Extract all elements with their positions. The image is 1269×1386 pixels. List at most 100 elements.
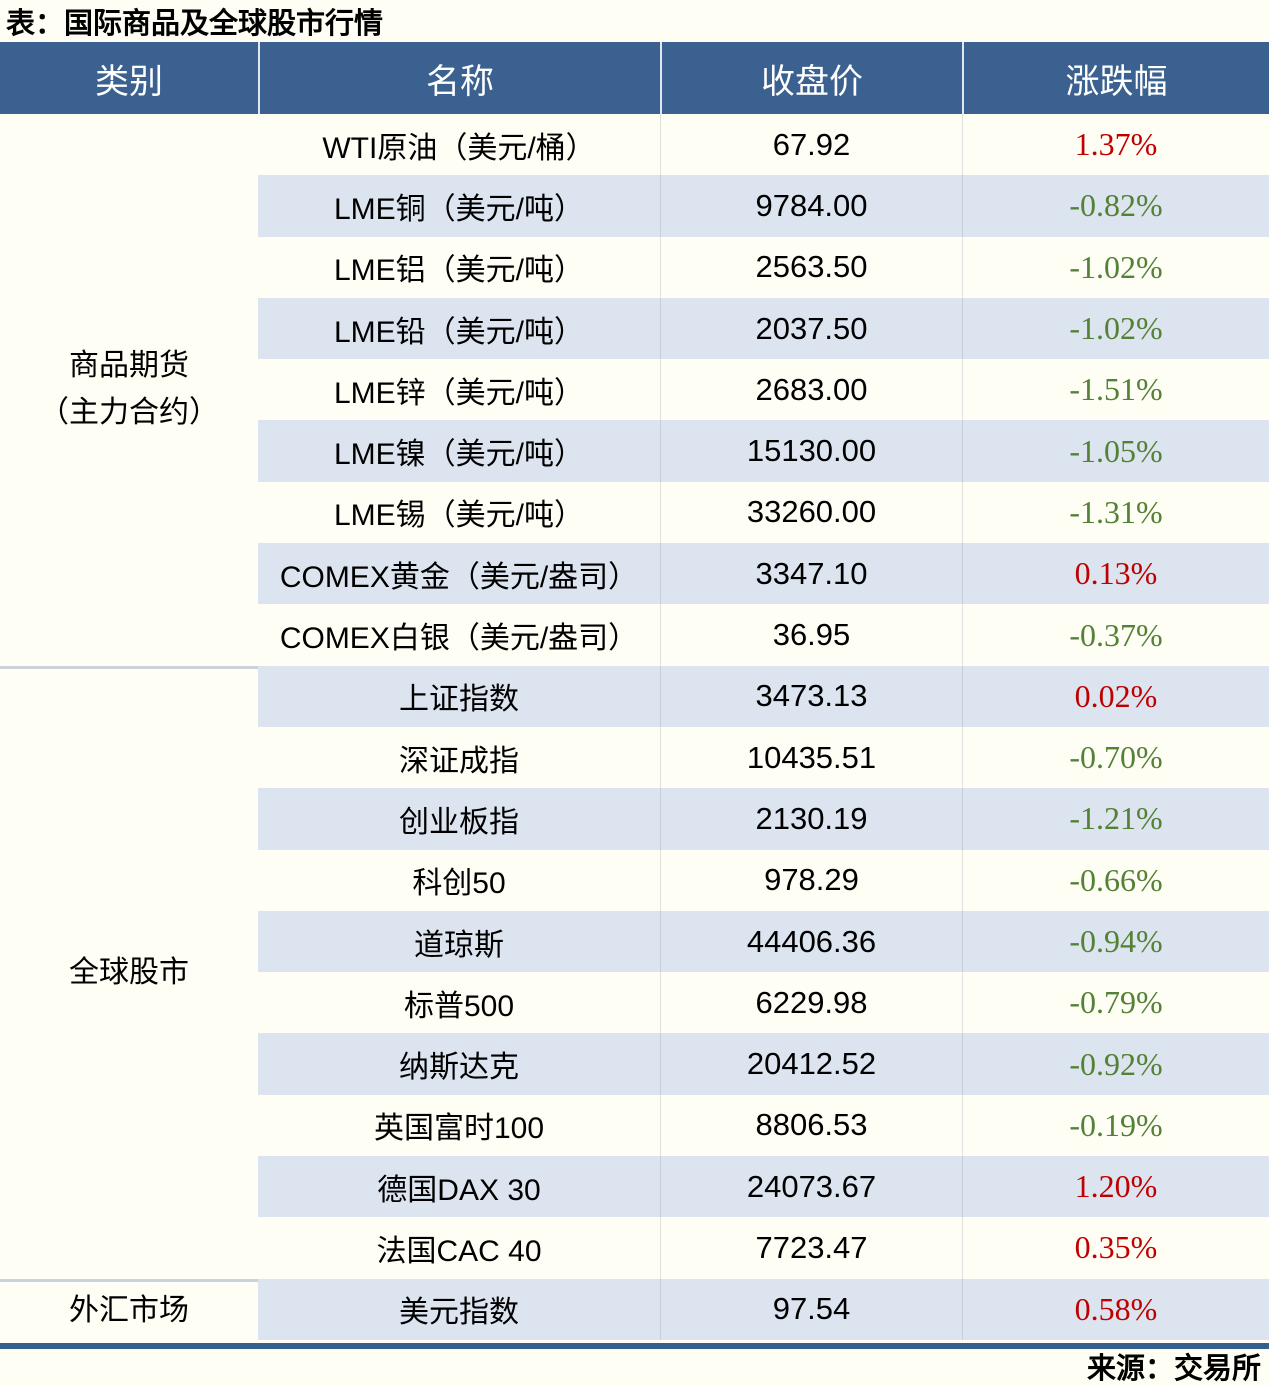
section-0: 商品期货 （主力合约） WTI原油（美元/桶） 67.92 1.37% LME铜（美元/吨… xyxy=(0,114,1269,666)
name-cell: 纳斯达克 xyxy=(399,1051,519,1085)
name-cell: 法国CAC 40 xyxy=(376,1234,542,1268)
name-cell: 道琼斯 xyxy=(414,928,504,962)
table-row: LME铜（美元/吨） 9784.00 -0.82% xyxy=(258,175,1269,237)
close-cell: 67.92 xyxy=(660,114,962,176)
table-row: 法国CAC 40 7723.47 0.35% xyxy=(258,1217,1269,1279)
name-cell: WTI原油（美元/桶） xyxy=(322,131,596,165)
close-cell: 20412.52 xyxy=(660,1033,962,1095)
table-body: 商品期货 （主力合约） WTI原油（美元/桶） 67.92 1.37% LME铜（美元/吨… xyxy=(0,114,1269,1340)
section-2: 外汇市场 美元指数 97.54 0.58% xyxy=(0,1278,1269,1340)
header-cell-1: 名称 xyxy=(258,42,660,114)
table-row: 上证指数 3473.13 0.02% xyxy=(258,665,1269,727)
change-cell: -0.37% xyxy=(962,604,1269,666)
section-rows: 上证指数 3473.13 0.02% 深证成指 10435.51 -0.70% 创业板指 21… xyxy=(258,665,1269,1279)
change-cell: -1.31% xyxy=(962,481,1269,544)
name-cell: COMEX白银（美元/盎司） xyxy=(279,622,639,656)
name-cell: LME铅（美元/吨） xyxy=(333,315,585,349)
table-row: 纳斯达克 20412.52 -0.92% xyxy=(258,1033,1269,1095)
change-cell: 0.58% xyxy=(962,1278,1269,1340)
header-cell-2: 收盘价 xyxy=(660,42,962,114)
name-cell: LME锡（美元/吨） xyxy=(333,499,585,533)
close-cell: 44406.36 xyxy=(660,910,962,973)
table-row: 标普500 6229.98 -0.79% xyxy=(258,972,1269,1034)
name-cell: 创业板指 xyxy=(399,805,519,839)
name-cell: 深证成指 xyxy=(399,744,519,778)
table-row: LME铅（美元/吨） 2037.50 -1.02% xyxy=(258,297,1269,360)
close-cell: 33260.00 xyxy=(660,481,962,544)
name-cell: LME铝（美元/吨） xyxy=(333,254,585,288)
close-cell: 24073.67 xyxy=(660,1156,962,1218)
section-1: 全球股市 上证指数 3473.13 0.02% 深证成指 10435.51 -0.70% 创业… xyxy=(0,665,1269,1279)
change-cell: -1.02% xyxy=(962,236,1269,298)
change-cell: -1.05% xyxy=(962,420,1269,482)
change-cell: -1.21% xyxy=(962,788,1269,850)
table-row: WTI原油（美元/桶） 67.92 1.37% xyxy=(258,114,1269,176)
close-cell: 15130.00 xyxy=(660,420,962,482)
close-cell: 2130.19 xyxy=(660,788,962,850)
category-cell: 全球股市 xyxy=(0,665,258,1279)
close-cell: 978.29 xyxy=(660,849,962,911)
table-row: 美元指数 97.54 0.58% xyxy=(258,1278,1269,1340)
close-cell: 10435.51 xyxy=(660,726,962,789)
name-cell: COMEX黄金（美元/盎司） xyxy=(279,560,639,594)
close-cell: 3347.10 xyxy=(660,543,962,605)
table-row: LME镍（美元/吨） 15130.00 -1.05% xyxy=(258,420,1269,482)
name-cell: LME镍（美元/吨） xyxy=(333,438,585,472)
table-row: 德国DAX 30 24073.67 1.20% xyxy=(258,1156,1269,1218)
category-label: 商品期货 xyxy=(69,349,189,383)
change-cell: -0.79% xyxy=(962,972,1269,1034)
change-cell: 0.13% xyxy=(962,543,1269,605)
change-cell: -0.66% xyxy=(962,849,1269,911)
header-row: 类别 名称 收盘价 涨跌幅 xyxy=(0,42,1269,114)
table-row: COMEX黄金（美元/盎司） 3347.10 0.13% xyxy=(258,543,1269,605)
change-cell: -0.94% xyxy=(962,910,1269,973)
page-title: 表：国际商品及全球股市行情 xyxy=(6,8,384,40)
header-cell-3: 涨跌幅 xyxy=(962,42,1269,114)
bottom-rule xyxy=(0,1342,1269,1349)
category-label: 全球股市 xyxy=(69,956,189,990)
name-cell: 英国富时100 xyxy=(373,1112,545,1146)
name-cell: 科创50 xyxy=(412,867,506,901)
close-cell: 3473.13 xyxy=(660,665,962,727)
change-cell: -1.51% xyxy=(962,359,1269,421)
table-row: COMEX白银（美元/盎司） 36.95 -0.37% xyxy=(258,604,1269,666)
market-table: 类别 名称 收盘价 涨跌幅 商品期货 （主力合约） WTI原油（美元/桶） 67.92 1.3… xyxy=(0,42,1269,1340)
section-rows: 美元指数 97.54 0.58% xyxy=(258,1278,1269,1340)
name-cell: 标普500 xyxy=(403,989,515,1023)
close-cell: 97.54 xyxy=(660,1278,962,1340)
close-cell: 7723.47 xyxy=(660,1217,962,1279)
category-label: （主力合约） xyxy=(39,395,219,429)
change-cell: 0.35% xyxy=(962,1217,1269,1279)
name-cell: LME锌（美元/吨） xyxy=(333,376,585,410)
change-cell: -0.19% xyxy=(962,1094,1269,1157)
change-cell: -1.02% xyxy=(962,297,1269,360)
header-cell-0: 类别 xyxy=(95,63,163,101)
table-row: LME锌（美元/吨） 2683.00 -1.51% xyxy=(258,359,1269,421)
table-row: 科创50 978.29 -0.66% xyxy=(258,849,1269,911)
name-cell: 上证指数 xyxy=(399,683,519,717)
table-row: LME锡（美元/吨） 33260.00 -1.31% xyxy=(258,481,1269,544)
change-cell: -0.82% xyxy=(962,175,1269,237)
table-row: 深证成指 10435.51 -0.70% xyxy=(258,726,1269,789)
section-rows: WTI原油（美元/桶） 67.92 1.37% LME铜（美元/吨） 9784.00 -0… xyxy=(258,114,1269,666)
close-cell: 2037.50 xyxy=(660,297,962,360)
source-label: 来源：交易所 xyxy=(1086,1353,1261,1386)
close-cell: 2683.00 xyxy=(660,359,962,421)
name-cell: 德国DAX 30 xyxy=(377,1173,541,1207)
table-row: LME铝（美元/吨） 2563.50 -1.02% xyxy=(258,236,1269,298)
change-cell: -0.70% xyxy=(962,726,1269,789)
change-cell: 1.20% xyxy=(962,1156,1269,1218)
close-cell: 6229.98 xyxy=(660,972,962,1034)
table-row: 道琼斯 44406.36 -0.94% xyxy=(258,910,1269,973)
change-cell: 0.02% xyxy=(962,665,1269,727)
change-cell: -0.92% xyxy=(962,1033,1269,1095)
close-cell: 9784.00 xyxy=(660,175,962,237)
table-row: 英国富时100 8806.53 -0.19% xyxy=(258,1094,1269,1157)
category-label: 外汇市场 xyxy=(69,1293,189,1327)
table-row: 创业板指 2130.19 -1.21% xyxy=(258,788,1269,850)
category-cell: 商品期货 （主力合约） xyxy=(0,114,258,666)
name-cell: 美元指数 xyxy=(399,1296,519,1330)
close-cell: 36.95 xyxy=(660,604,962,666)
close-cell: 8806.53 xyxy=(660,1094,962,1157)
